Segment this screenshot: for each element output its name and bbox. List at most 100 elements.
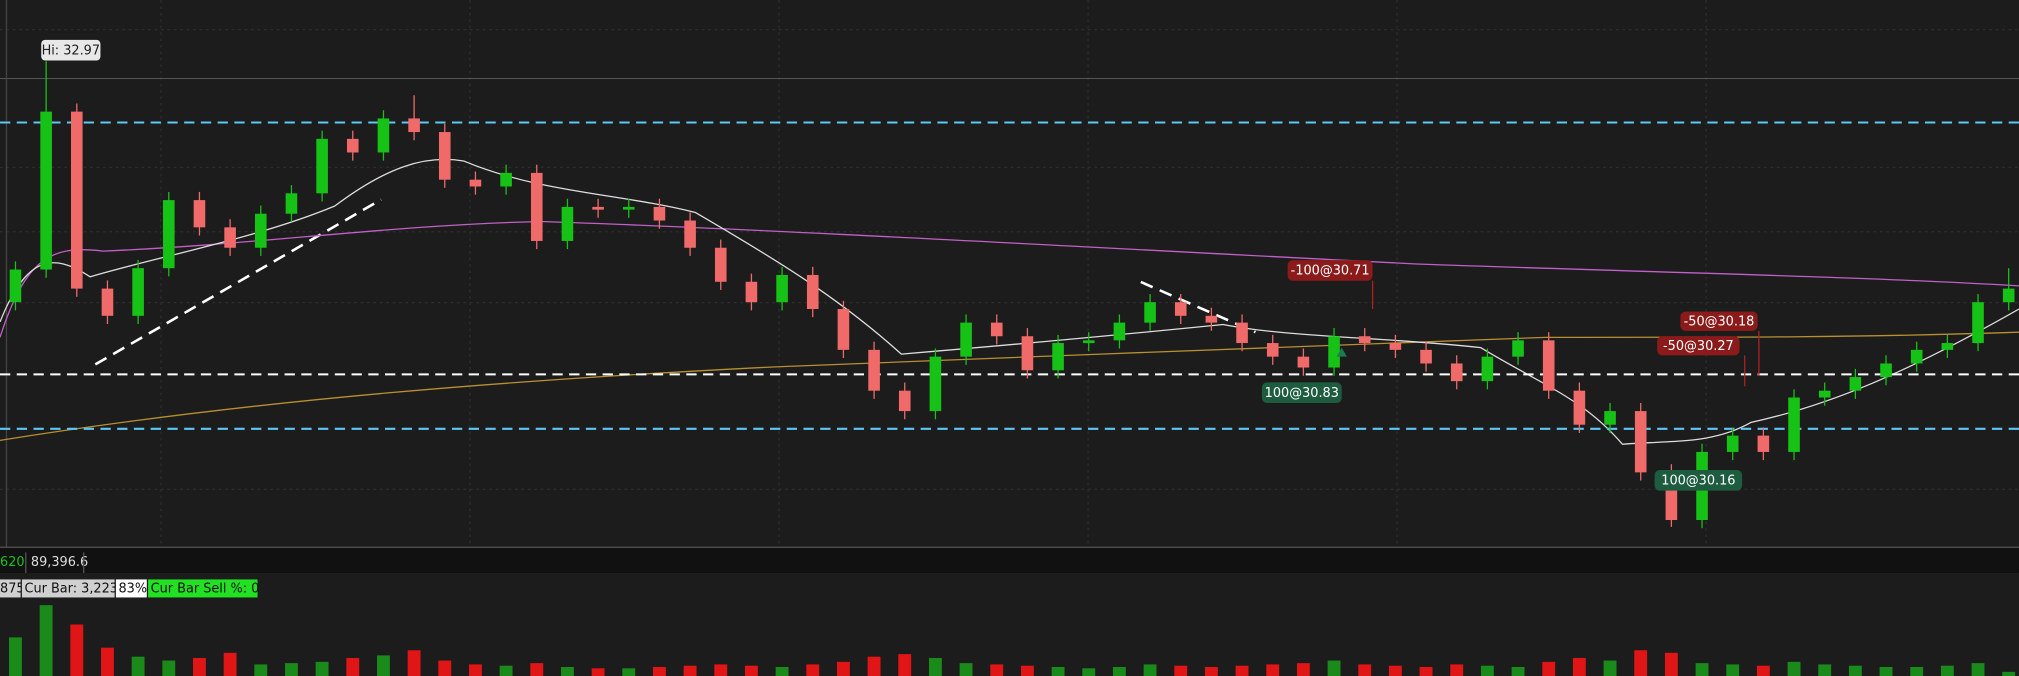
volume-bar xyxy=(1664,652,1678,676)
status-box xyxy=(0,579,21,598)
order-box xyxy=(1657,336,1740,356)
volume-bar xyxy=(867,656,881,676)
order-label: 100@30.16 xyxy=(1661,473,1735,488)
volume-bar xyxy=(1726,664,1740,676)
candle-body xyxy=(1818,390,1831,398)
candle-body xyxy=(776,274,788,303)
volume-bar xyxy=(1327,660,1341,676)
volume-bar xyxy=(1204,666,1218,676)
volume-bar xyxy=(1940,665,1954,676)
volume-bar xyxy=(775,666,789,676)
candle-body xyxy=(285,193,298,214)
candle-body xyxy=(254,213,267,248)
candle-body xyxy=(1236,322,1248,344)
candle-body xyxy=(837,309,850,350)
volume-bar xyxy=(1634,650,1648,676)
status-box xyxy=(148,579,258,598)
volume-bar xyxy=(898,654,912,676)
status-value: Cur Bar Sell %: 0 xyxy=(151,582,260,597)
order-box xyxy=(1261,382,1342,404)
candle-body xyxy=(132,268,144,316)
candle-body xyxy=(745,281,758,303)
volume-bar xyxy=(1480,665,1494,676)
candle-body xyxy=(438,132,451,180)
candle-body xyxy=(346,138,359,153)
candle-body xyxy=(9,269,22,303)
candle-body xyxy=(1266,343,1279,357)
candle-body xyxy=(408,118,420,133)
panel-separator xyxy=(0,547,2019,573)
order-box xyxy=(1287,260,1373,281)
status-value: 83% xyxy=(118,582,147,597)
candle-body xyxy=(898,390,911,412)
candle-body xyxy=(1389,343,1402,350)
volume-bar xyxy=(1051,666,1065,676)
volume-bar xyxy=(1695,663,1709,676)
candle-body xyxy=(193,200,206,228)
volume-bar xyxy=(1143,664,1157,676)
candle-body xyxy=(1910,349,1923,364)
candle-body xyxy=(592,206,604,210)
candle-body xyxy=(1297,356,1310,368)
candle-body xyxy=(316,138,328,194)
volume-bar xyxy=(744,665,758,676)
status-value: 875 xyxy=(0,582,25,597)
volume-bar xyxy=(1020,665,1034,676)
volume-bar xyxy=(254,664,268,676)
order-box xyxy=(1680,311,1758,331)
candle-body xyxy=(1512,340,1524,357)
volume-bar xyxy=(407,650,421,676)
candle-body xyxy=(1880,363,1892,378)
volume-bar xyxy=(131,656,145,676)
volume-bar xyxy=(652,666,666,676)
hi-label: Hi: 32.97 xyxy=(42,43,100,58)
moving-average-long xyxy=(0,220,2019,338)
volume-bar xyxy=(836,661,850,676)
volume-bar xyxy=(1910,666,1924,676)
volume-bar xyxy=(622,668,636,676)
candle-body xyxy=(1665,472,1678,521)
trend-line xyxy=(94,198,382,366)
candle-body xyxy=(684,220,696,248)
volume-bar xyxy=(377,655,390,676)
volume-bar xyxy=(591,668,605,676)
candle-body xyxy=(1113,322,1126,341)
candle-body xyxy=(40,111,52,270)
candle-body xyxy=(868,349,880,391)
volume-bar xyxy=(530,663,544,676)
candle-body xyxy=(1420,349,1432,364)
volume-bar xyxy=(928,657,942,676)
order-label: -50@30.18 xyxy=(1684,314,1755,329)
status-box xyxy=(115,579,147,598)
candle-body xyxy=(1849,377,1862,391)
volume-bar xyxy=(9,637,22,676)
candle-body xyxy=(1205,315,1218,323)
status-box xyxy=(21,579,115,598)
candle-body xyxy=(70,111,83,289)
candle-body xyxy=(561,206,574,241)
volume-bar xyxy=(223,652,237,676)
candle-body xyxy=(806,274,819,310)
volume-bar xyxy=(560,666,574,676)
order-label: -50@30.27 xyxy=(1663,339,1734,354)
volume-bars xyxy=(9,605,2016,676)
volume-bar xyxy=(990,664,1004,676)
volume-bar xyxy=(1572,657,1586,676)
candle-body xyxy=(1450,363,1463,382)
volume-bar xyxy=(959,663,973,676)
volume-bar xyxy=(1266,664,1280,676)
volume-bar xyxy=(1296,663,1310,676)
candle-body xyxy=(1972,302,1984,344)
candle-body xyxy=(653,206,666,221)
volume-bar xyxy=(1450,664,1464,676)
candles xyxy=(9,61,2015,529)
volume-bar xyxy=(1603,660,1617,676)
candle-body xyxy=(1542,340,1555,391)
candle-body xyxy=(530,172,543,241)
candle-body xyxy=(101,288,114,316)
candle-body xyxy=(990,322,1003,337)
volume-bar xyxy=(1879,666,1893,676)
volume-bar xyxy=(499,665,513,676)
